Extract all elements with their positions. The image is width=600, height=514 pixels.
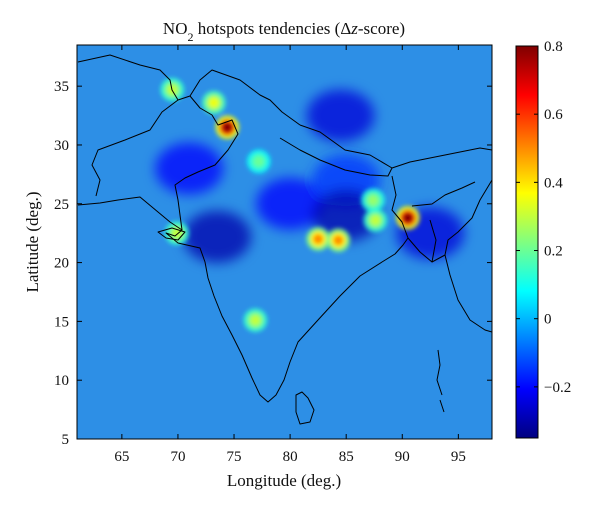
- border-pakistan: [91, 95, 239, 231]
- low-anomaly-3: [306, 89, 375, 142]
- x-tick-label: 65: [114, 449, 129, 465]
- x-tick-label: 95: [451, 449, 466, 465]
- hotspot-4: [201, 90, 226, 115]
- colorbar-tick-label: −0.2: [544, 380, 571, 396]
- hotspot-0: [215, 115, 240, 140]
- coastline-myanmar: [444, 254, 492, 333]
- colorbar-tick-label: 0.4: [544, 175, 563, 191]
- colorbar-tick-label: 0: [544, 312, 552, 328]
- low-anomaly-6: [183, 210, 252, 263]
- y-tick-label: 10: [54, 373, 69, 389]
- y-tick-label: 30: [54, 138, 69, 154]
- border-nepal: [279, 137, 393, 177]
- hotspot-layer: [160, 77, 420, 333]
- colorbar-tick-label: 0.8: [544, 39, 563, 55]
- border-bangladesh: [391, 175, 476, 263]
- hotspot-10: [243, 308, 268, 333]
- heatmap: [77, 45, 492, 439]
- coastline-srilanka: [295, 391, 315, 425]
- coastline-india: [77, 179, 492, 403]
- border-north: [189, 69, 301, 126]
- x-axis-label: Longitude (deg.): [227, 471, 341, 490]
- colorbar-tick-label: 0.2: [544, 244, 563, 260]
- y-axis: 5 10 15 20 25 30 35: [54, 79, 492, 448]
- y-tick-label: 25: [54, 197, 69, 213]
- x-tick-label: 85: [339, 449, 354, 465]
- border-tibet: [299, 124, 492, 169]
- low-anomaly-1: [256, 177, 325, 230]
- hotspot-7: [361, 188, 386, 213]
- x-tick-label: 80: [283, 449, 298, 465]
- y-tick-label: 5: [62, 432, 70, 448]
- x-tick-label: 70: [170, 449, 185, 465]
- coastline-andaman: [436, 349, 445, 413]
- hotspot-6: [363, 208, 388, 233]
- colorbar-tick-label: 0.6: [544, 107, 563, 123]
- border-afghanistan: [77, 54, 179, 101]
- hotspot-9: [246, 149, 271, 174]
- y-axis-label: Latitude (deg.): [23, 191, 42, 292]
- x-tick-label: 90: [395, 449, 410, 465]
- colorbar: [515, 45, 539, 439]
- y-tick-label: 15: [54, 314, 69, 330]
- x-axis: 65 70 75 80 85 90 95: [114, 45, 466, 465]
- low-anomaly-0: [155, 142, 224, 195]
- colorbar-ticks: 0.8 0.6 0.4 0.2 0 −0.2: [516, 39, 571, 396]
- hotspot-3: [326, 228, 351, 253]
- plot-frame: [76, 44, 493, 440]
- coastline-gulf-kutch: [157, 227, 186, 241]
- y-tick-label: 20: [54, 256, 69, 272]
- y-tick-label: 35: [54, 79, 69, 95]
- map-title: NO2 hotspots tendencies (Δz-score): [163, 19, 405, 44]
- hotspot-2: [306, 227, 331, 252]
- x-tick-label: 75: [227, 449, 242, 465]
- coastlines: [77, 54, 492, 425]
- hotspot-1: [395, 205, 420, 230]
